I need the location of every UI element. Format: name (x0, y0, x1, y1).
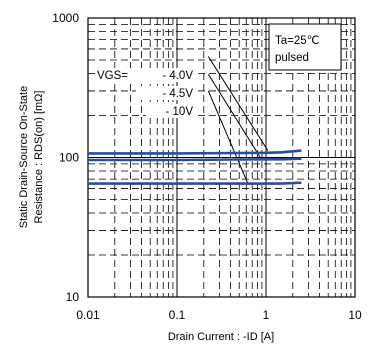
leader-line (207, 56, 269, 151)
x-axis-title: Drain Current : -ID [A] (168, 331, 274, 343)
y-axis-title-line1: Static Drain-Source On-State (18, 86, 30, 228)
plot-frame (87, 17, 356, 298)
series-line (88, 149, 302, 155)
condition-temperature: Ta=25℃ (275, 35, 320, 47)
series-line (88, 157, 302, 162)
series-label-10v: - 10V (166, 106, 194, 118)
series-lines (88, 149, 302, 185)
y-tick-label: 100 (59, 151, 79, 165)
leader-line (207, 90, 248, 183)
y-tick-label: 10 (66, 290, 80, 304)
series-label-4v0: - 4.0V (162, 70, 193, 82)
y-axis-title-line2: Resistance : RDS(on) [mΩ] (33, 91, 45, 224)
x-tick-label: 1 (263, 308, 270, 322)
series-line (88, 181, 302, 185)
x-tick-label: 0.01 (76, 308, 100, 322)
condition-pulsed: pulsed (275, 52, 309, 64)
series-leader-lines (207, 56, 269, 183)
tick-labels: 0.01 0.1 1 10 10 100 1000 (52, 11, 362, 322)
series-labels: VGS= - 4.0V - 4.5V - 10V (96, 68, 196, 118)
x-tick-label: 0.1 (169, 308, 186, 322)
x-tick-label: 10 (348, 308, 362, 322)
conditions-box: Ta=25℃ pulsed (268, 23, 342, 71)
vgs-prefix-label: VGS= (97, 70, 128, 82)
leader-line (207, 74, 262, 159)
y-tick-label: 1000 (52, 11, 79, 25)
series-label-4v5: - 4.5V (162, 88, 193, 100)
